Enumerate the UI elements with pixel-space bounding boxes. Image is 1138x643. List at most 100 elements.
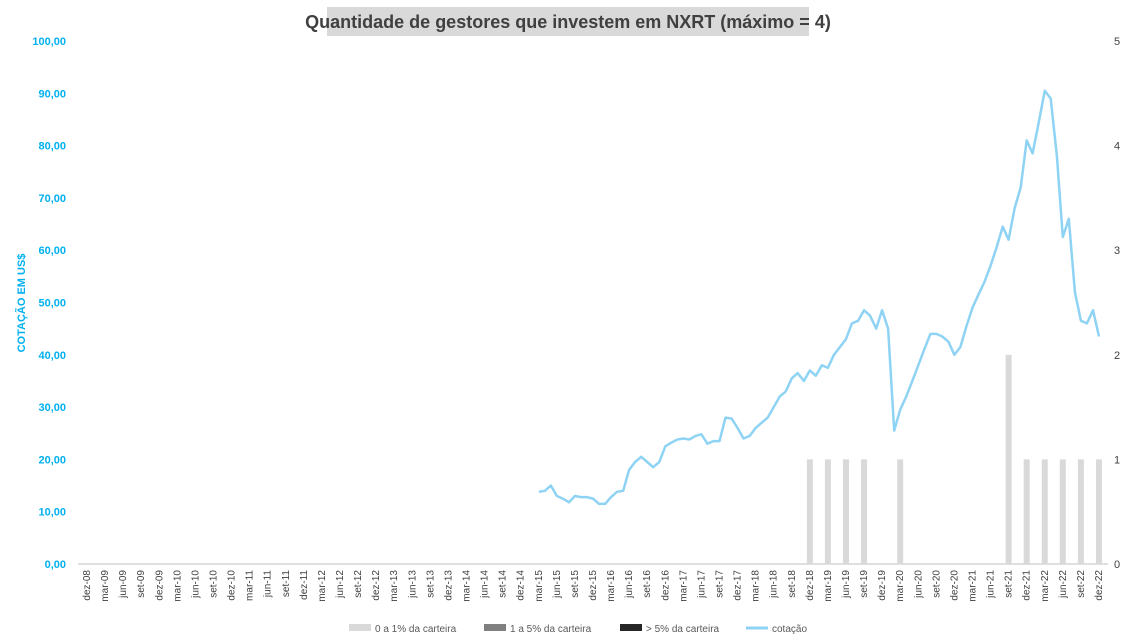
x-tick-label: jun-11: [263, 570, 274, 598]
line-series: [538, 89, 1101, 506]
x-tick-label: jun-21: [986, 570, 997, 599]
x-tick-label: set-09: [136, 570, 147, 598]
x-tick-label: mar-15: [534, 570, 545, 602]
x-tick-label: mar-12: [317, 570, 328, 602]
x-tick-label: dez-20: [949, 570, 960, 601]
x-tick-label: set-13: [425, 570, 436, 598]
x-tick-label: mar-22: [1040, 570, 1051, 602]
bar: [1023, 459, 1030, 564]
bar: [1095, 459, 1102, 564]
y-tick-right-label: 2: [1114, 350, 1120, 362]
x-tick-label: set-12: [353, 570, 364, 598]
x-tick-label: dez-16: [660, 570, 671, 601]
y-tick-right-label: 1: [1114, 454, 1120, 466]
x-tick-label: dez-21: [1022, 570, 1033, 601]
bar: [842, 459, 849, 564]
y-axis-right-ticks: 0 1 2 3 4 5: [1114, 36, 1120, 571]
x-tick-label: dez-19: [877, 570, 888, 601]
y-tick-left-label: 60,00: [38, 245, 66, 257]
legend-label: cotação: [772, 624, 807, 635]
x-tick-label: dez-11: [299, 570, 310, 600]
bar: [861, 459, 868, 564]
x-tick-label: mar-17: [678, 570, 689, 602]
x-tick-label: mar-18: [751, 570, 762, 602]
x-tick-label: jun-16: [624, 570, 635, 599]
y-axis-left-ticks: 0,00 10,00 20,00 30,00 40,00 50,00 60,00 70,00 8…: [32, 36, 66, 571]
x-tick-label: mar-21: [967, 570, 978, 602]
x-tick-label: mar-10: [172, 570, 183, 602]
legend-label: > 5% da carteira: [646, 624, 720, 635]
x-tick-label: set-21: [1004, 570, 1015, 598]
bar: [824, 459, 831, 564]
bar: [1077, 459, 1084, 564]
x-tick-label: jun-15: [552, 570, 563, 599]
y-tick-left-label: 100,00: [32, 36, 66, 48]
legend-label: 1 a 5% da carteira: [510, 624, 592, 635]
x-tick-label: mar-16: [606, 570, 617, 602]
y-tick-left-label: 10,00: [38, 507, 66, 519]
x-tick-label: dez-22: [1094, 570, 1105, 601]
legend: 0 a 1% da carteira 1 a 5% da carteira > 5%…: [349, 624, 807, 635]
y-tick-left-label: 70,00: [38, 193, 66, 205]
y-tick-right-label: 4: [1114, 141, 1120, 153]
bar: [806, 459, 813, 564]
legend-swatch: [349, 624, 371, 631]
x-tick-label: jun-22: [1058, 570, 1069, 599]
x-tick-label: dez-17: [733, 570, 744, 601]
price-line: [538, 89, 1101, 506]
bar: [1059, 459, 1066, 564]
x-tick-label: jun-12: [335, 570, 346, 599]
y-tick-right-label: 5: [1114, 36, 1120, 48]
x-tick-label: set-20: [931, 570, 942, 598]
bar: [1041, 459, 1048, 564]
y-tick-left-label: 20,00: [38, 454, 66, 466]
x-axis-ticks: dez-08 mar-09 jun-09 set-09 dez-09 mar-10 jun-…: [82, 570, 1105, 602]
x-tick-label: dez-08: [82, 570, 93, 601]
y-tick-left-label: 90,00: [38, 88, 66, 100]
bar-series: [806, 354, 1102, 564]
chart-title: Quantidade de gestores que investem em N…: [305, 7, 831, 36]
y-tick-left-label: 30,00: [38, 402, 66, 414]
x-tick-label: jun-20: [913, 570, 924, 599]
x-tick-label: set-14: [498, 570, 509, 598]
x-tick-label: jun-17: [696, 570, 707, 599]
y-axis-left-label: COTAÇÃO EM US$: [15, 254, 28, 353]
bar: [897, 459, 904, 564]
x-tick-label: jun-10: [190, 570, 201, 599]
x-tick-label: dez-18: [805, 570, 816, 601]
x-tick-label: set-16: [642, 570, 653, 598]
y-tick-left-label: 50,00: [38, 298, 66, 310]
y-tick-left-label: 80,00: [38, 141, 66, 153]
y-tick-right-label: 3: [1114, 245, 1120, 257]
x-tick-label: dez-13: [443, 570, 454, 601]
x-tick-label: mar-14: [462, 570, 473, 602]
x-tick-label: dez-10: [227, 570, 238, 601]
x-tick-label: set-11: [281, 570, 292, 597]
chart-title-background: [327, 7, 809, 36]
y-tick-left-label: 0,00: [45, 559, 66, 571]
x-tick-label: set-18: [787, 570, 798, 598]
x-tick-label: dez-15: [588, 570, 599, 601]
y-tick-left-label: 40,00: [38, 350, 66, 362]
x-tick-label: mar-09: [100, 570, 111, 602]
x-tick-label: dez-12: [371, 570, 382, 601]
x-tick-label: set-22: [1076, 570, 1087, 598]
x-tick-label: jun-13: [407, 570, 418, 599]
legend-label: 0 a 1% da carteira: [375, 624, 457, 635]
x-tick-label: dez-14: [516, 570, 527, 601]
x-tick-label: set-10: [209, 570, 220, 598]
legend-swatch: [484, 624, 506, 631]
x-tick-label: dez-09: [154, 570, 165, 601]
x-tick-label: mar-20: [895, 570, 906, 602]
x-tick-label: jun-18: [769, 570, 780, 599]
x-tick-label: set-17: [714, 570, 725, 598]
x-tick-label: set-15: [570, 570, 581, 598]
bar: [1005, 354, 1012, 564]
x-tick-label: jun-14: [480, 570, 491, 599]
x-tick-label: jun-09: [118, 570, 129, 599]
chart-title-text: Quantidade de gestores que investem em N…: [305, 12, 831, 32]
legend-swatch: [620, 624, 642, 631]
x-tick-label: mar-19: [823, 570, 834, 602]
x-tick-label: set-19: [859, 570, 870, 598]
